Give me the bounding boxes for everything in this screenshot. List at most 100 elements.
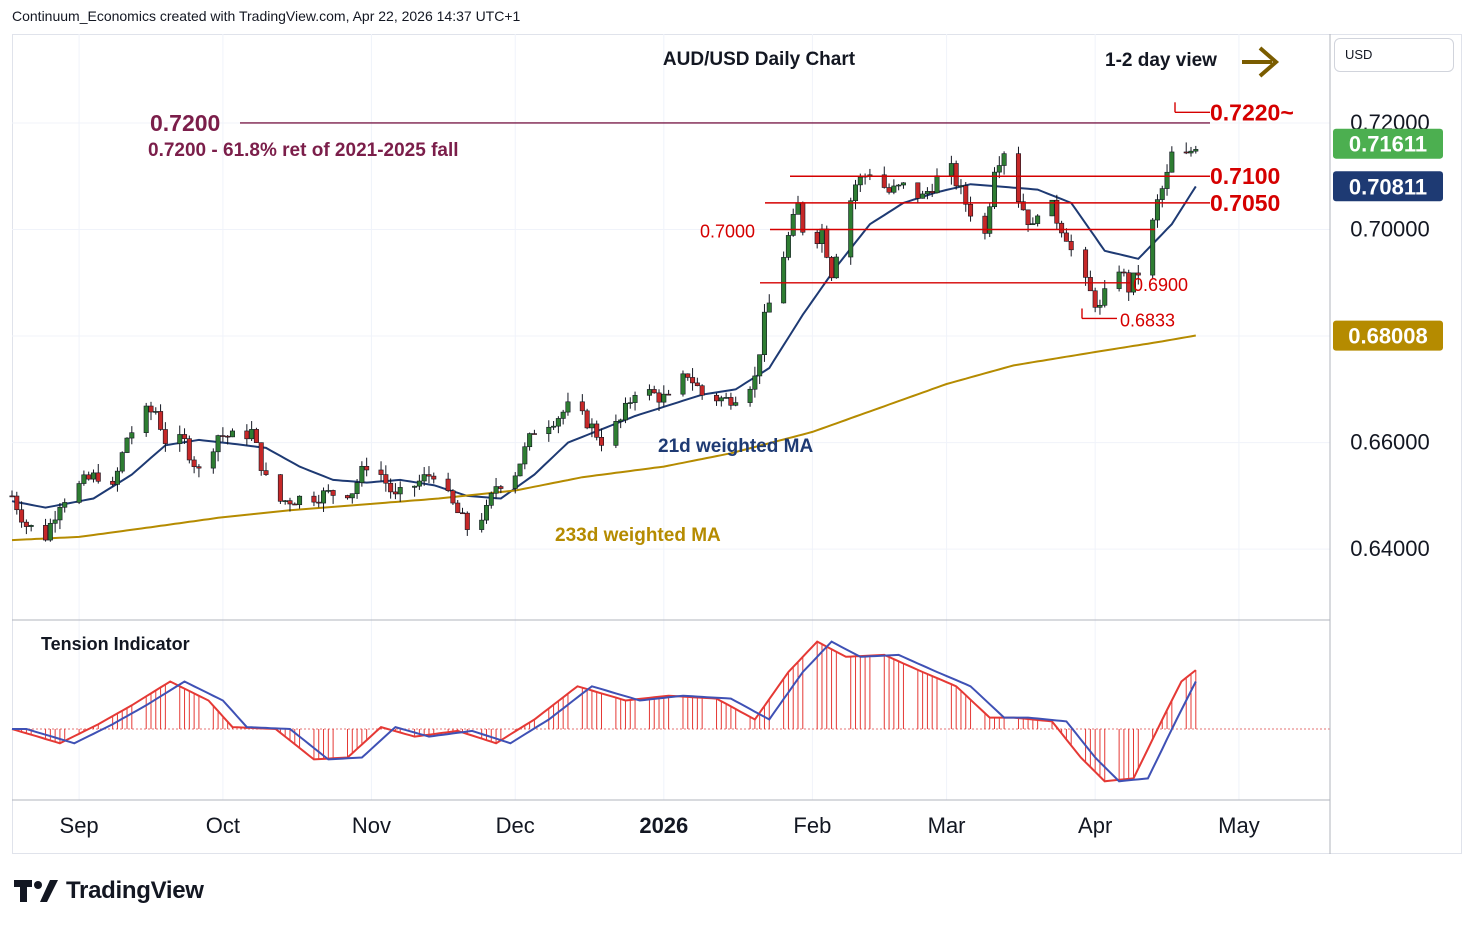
candle xyxy=(81,470,87,486)
candle-body xyxy=(455,502,461,514)
candle-body xyxy=(891,185,897,193)
x-tick-label: Oct xyxy=(206,813,240,838)
candle-body xyxy=(565,401,571,413)
candle xyxy=(76,480,82,505)
candle xyxy=(853,179,859,210)
candle-body xyxy=(359,466,365,483)
candle-body xyxy=(584,410,590,429)
candle-body xyxy=(555,418,561,427)
candle xyxy=(987,202,993,238)
candle xyxy=(915,182,921,203)
candle xyxy=(359,461,365,487)
level-label: 0.7000 xyxy=(700,222,755,242)
candle xyxy=(28,524,34,532)
candle xyxy=(800,201,806,236)
candle-body xyxy=(220,435,226,437)
candle-body xyxy=(1020,201,1026,211)
candle-body xyxy=(258,442,264,471)
candle xyxy=(666,389,672,396)
candle-body xyxy=(632,395,638,403)
candle-body xyxy=(517,463,523,477)
candle xyxy=(62,498,68,513)
candle-body xyxy=(196,466,202,469)
candle xyxy=(862,173,868,185)
x-tick-label: Feb xyxy=(793,813,831,838)
candle xyxy=(531,429,537,435)
candle-body xyxy=(445,478,451,491)
candlestick-series xyxy=(9,142,1199,542)
candle xyxy=(517,463,523,477)
candle-body xyxy=(599,437,605,446)
candle-body xyxy=(718,397,724,402)
candle xyxy=(1092,287,1098,313)
candle-body xyxy=(229,430,235,438)
candle-body xyxy=(292,503,298,506)
candle-body xyxy=(354,482,360,494)
candle-body xyxy=(579,401,585,412)
candle xyxy=(95,463,101,484)
candle-body xyxy=(551,425,557,428)
candle xyxy=(1126,269,1132,301)
price-badge: 0.70811 xyxy=(1333,171,1443,202)
chart-title: AUD/USD Daily Chart xyxy=(663,49,856,70)
candle-body xyxy=(344,495,350,499)
candle xyxy=(450,489,456,505)
candle xyxy=(162,422,168,452)
candle xyxy=(1102,280,1108,308)
tension-indicator-panel: Tension Indicator xyxy=(11,634,1330,783)
candle-body xyxy=(929,191,935,194)
candle xyxy=(881,166,887,189)
candle xyxy=(920,190,926,199)
x-tick-label: Mar xyxy=(928,813,966,838)
candle-body xyxy=(464,512,470,530)
candle xyxy=(215,434,221,462)
candle-body xyxy=(896,184,902,187)
candle xyxy=(790,208,796,237)
x-tick-label: May xyxy=(1218,813,1260,838)
price-badge-label: 0.70811 xyxy=(1349,174,1427,199)
tradingview-logo[interactable]: TradingView xyxy=(14,877,204,905)
candle-body xyxy=(589,423,595,429)
candle xyxy=(958,179,964,195)
price-badge-label: 0.68008 xyxy=(1348,324,1428,349)
candle-body xyxy=(225,435,231,438)
price-badge-label: 0.71611 xyxy=(1349,132,1427,157)
chart-credit: Continuum_Economics created with Trading… xyxy=(12,8,521,24)
candle xyxy=(158,404,164,431)
candle-body xyxy=(1164,171,1170,189)
candle-body xyxy=(924,191,930,195)
candle xyxy=(426,466,432,484)
candle-body xyxy=(311,495,317,503)
currency-selector[interactable]: USD xyxy=(1334,38,1454,72)
candle xyxy=(694,377,700,387)
candle xyxy=(1183,142,1189,155)
candle-body xyxy=(915,182,921,199)
x-tick-label: 2026 xyxy=(639,813,688,838)
candle xyxy=(129,426,135,445)
candle xyxy=(546,420,552,442)
indicator-fast-line xyxy=(11,640,1197,783)
candle-body xyxy=(622,402,628,421)
candle xyxy=(814,229,820,249)
candle xyxy=(848,197,854,265)
price-badge-bg xyxy=(1333,320,1443,351)
price-badge: 0.68008 xyxy=(1333,320,1443,351)
candle xyxy=(493,477,499,499)
candle xyxy=(1154,194,1160,228)
level-07100: 0.7100 xyxy=(790,163,1280,189)
candle xyxy=(627,397,633,409)
candle-body xyxy=(321,490,327,504)
candle-body xyxy=(757,354,763,377)
candle xyxy=(316,494,322,508)
candle-body xyxy=(158,411,164,430)
candle-body xyxy=(1035,215,1041,224)
candle-body xyxy=(364,466,370,471)
candle-body xyxy=(1183,151,1189,154)
candle xyxy=(421,467,427,486)
price-badge-bg xyxy=(1333,171,1443,202)
candle xyxy=(747,386,753,407)
candle-body xyxy=(1169,151,1175,173)
